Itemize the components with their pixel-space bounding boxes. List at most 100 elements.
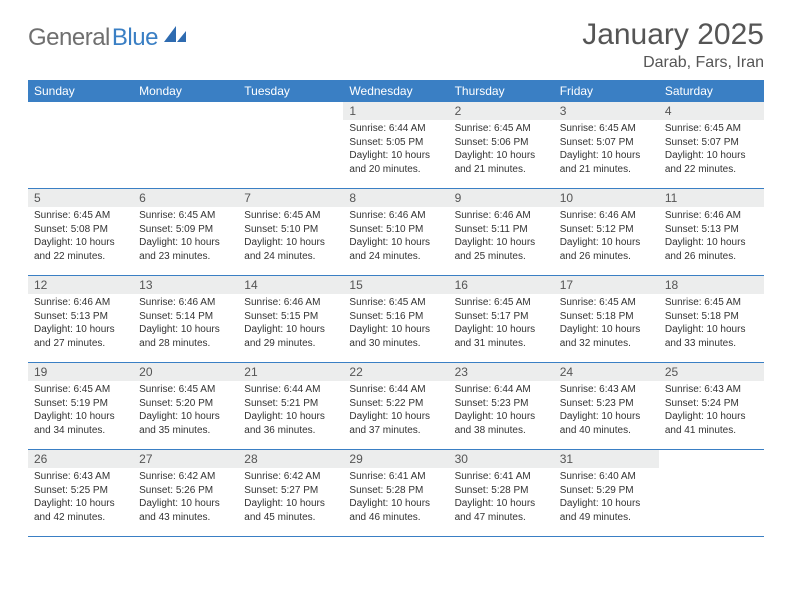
day-cell: 31Sunrise: 6:40 AMSunset: 5:29 PMDayligh… [554,450,659,536]
day-detail: Sunrise: 6:45 AMSunset: 5:07 PMDaylight:… [659,120,764,180]
day-detail: Sunrise: 6:45 AMSunset: 5:08 PMDaylight:… [28,207,133,267]
weekday-header: Friday [554,80,659,102]
day-detail: Sunrise: 6:45 AMSunset: 5:18 PMDaylight:… [659,294,764,354]
day-cell: 26Sunrise: 6:43 AMSunset: 5:25 PMDayligh… [28,450,133,536]
day-cell: 22Sunrise: 6:44 AMSunset: 5:22 PMDayligh… [343,363,448,449]
day-detail: Sunrise: 6:45 AMSunset: 5:07 PMDaylight:… [554,120,659,180]
day-number: 10 [554,189,659,207]
day-detail: Sunrise: 6:44 AMSunset: 5:21 PMDaylight:… [238,381,343,441]
day-detail: Sunrise: 6:40 AMSunset: 5:29 PMDaylight:… [554,468,659,528]
day-cell: 30Sunrise: 6:41 AMSunset: 5:28 PMDayligh… [449,450,554,536]
day-cell: 4Sunrise: 6:45 AMSunset: 5:07 PMDaylight… [659,102,764,188]
day-detail: Sunrise: 6:43 AMSunset: 5:24 PMDaylight:… [659,381,764,441]
day-cell: 25Sunrise: 6:43 AMSunset: 5:24 PMDayligh… [659,363,764,449]
title-block: January 2025 Darab, Fars, Iran [582,18,764,72]
day-number: 31 [554,450,659,468]
day-cell: 13Sunrise: 6:46 AMSunset: 5:14 PMDayligh… [133,276,238,362]
day-cell: 19Sunrise: 6:45 AMSunset: 5:19 PMDayligh… [28,363,133,449]
day-cell: 24Sunrise: 6:43 AMSunset: 5:23 PMDayligh… [554,363,659,449]
day-cell: 5Sunrise: 6:45 AMSunset: 5:08 PMDaylight… [28,189,133,275]
day-number: 2 [449,102,554,120]
day-cell: 10Sunrise: 6:46 AMSunset: 5:12 PMDayligh… [554,189,659,275]
day-number: 9 [449,189,554,207]
day-detail: Sunrise: 6:42 AMSunset: 5:26 PMDaylight:… [133,468,238,528]
day-number: 13 [133,276,238,294]
day-number: 3 [554,102,659,120]
day-cell: 27Sunrise: 6:42 AMSunset: 5:26 PMDayligh… [133,450,238,536]
day-detail: Sunrise: 6:42 AMSunset: 5:27 PMDaylight:… [238,468,343,528]
week-row: 19Sunrise: 6:45 AMSunset: 5:19 PMDayligh… [28,363,764,450]
day-number: 11 [659,189,764,207]
day-cell: 21Sunrise: 6:44 AMSunset: 5:21 PMDayligh… [238,363,343,449]
day-number: 26 [28,450,133,468]
calendar-page: General Blue January 2025 Darab, Fars, I… [0,0,792,537]
day-cell: 2Sunrise: 6:45 AMSunset: 5:06 PMDaylight… [449,102,554,188]
day-cell: 3Sunrise: 6:45 AMSunset: 5:07 PMDaylight… [554,102,659,188]
day-detail: Sunrise: 6:45 AMSunset: 5:17 PMDaylight:… [449,294,554,354]
day-detail: Sunrise: 6:45 AMSunset: 5:10 PMDaylight:… [238,207,343,267]
day-detail: Sunrise: 6:45 AMSunset: 5:06 PMDaylight:… [449,120,554,180]
day-cell [659,450,764,536]
day-detail: Sunrise: 6:41 AMSunset: 5:28 PMDaylight:… [449,468,554,528]
day-number: 28 [238,450,343,468]
day-detail: Sunrise: 6:46 AMSunset: 5:13 PMDaylight:… [659,207,764,267]
day-cell: 6Sunrise: 6:45 AMSunset: 5:09 PMDaylight… [133,189,238,275]
day-detail: Sunrise: 6:41 AMSunset: 5:28 PMDaylight:… [343,468,448,528]
day-number: 24 [554,363,659,381]
day-cell: 18Sunrise: 6:45 AMSunset: 5:18 PMDayligh… [659,276,764,362]
day-detail: Sunrise: 6:45 AMSunset: 5:18 PMDaylight:… [554,294,659,354]
day-cell: 9Sunrise: 6:46 AMSunset: 5:11 PMDaylight… [449,189,554,275]
day-cell [28,102,133,188]
day-cell [133,102,238,188]
day-number: 25 [659,363,764,381]
logo-sail-icon [162,24,188,49]
day-detail: Sunrise: 6:45 AMSunset: 5:16 PMDaylight:… [343,294,448,354]
week-row: 26Sunrise: 6:43 AMSunset: 5:25 PMDayligh… [28,450,764,537]
day-cell: 20Sunrise: 6:45 AMSunset: 5:20 PMDayligh… [133,363,238,449]
day-cell: 17Sunrise: 6:45 AMSunset: 5:18 PMDayligh… [554,276,659,362]
day-cell: 15Sunrise: 6:45 AMSunset: 5:16 PMDayligh… [343,276,448,362]
week-row: 12Sunrise: 6:46 AMSunset: 5:13 PMDayligh… [28,276,764,363]
day-number: 12 [28,276,133,294]
day-number: 29 [343,450,448,468]
day-detail: Sunrise: 6:44 AMSunset: 5:22 PMDaylight:… [343,381,448,441]
day-number: 1 [343,102,448,120]
day-number: 30 [449,450,554,468]
day-number: 7 [238,189,343,207]
day-cell: 12Sunrise: 6:46 AMSunset: 5:13 PMDayligh… [28,276,133,362]
weekday-header-row: SundayMondayTuesdayWednesdayThursdayFrid… [28,80,764,102]
day-number: 4 [659,102,764,120]
day-cell: 7Sunrise: 6:45 AMSunset: 5:10 PMDaylight… [238,189,343,275]
day-number: 6 [133,189,238,207]
weekday-header: Thursday [449,80,554,102]
day-detail: Sunrise: 6:46 AMSunset: 5:15 PMDaylight:… [238,294,343,354]
weekday-header: Tuesday [238,80,343,102]
day-cell: 8Sunrise: 6:46 AMSunset: 5:10 PMDaylight… [343,189,448,275]
day-number: 22 [343,363,448,381]
weekday-header: Monday [133,80,238,102]
day-detail: Sunrise: 6:46 AMSunset: 5:14 PMDaylight:… [133,294,238,354]
day-number: 17 [554,276,659,294]
day-detail: Sunrise: 6:45 AMSunset: 5:19 PMDaylight:… [28,381,133,441]
day-number: 23 [449,363,554,381]
day-cell: 28Sunrise: 6:42 AMSunset: 5:27 PMDayligh… [238,450,343,536]
day-cell: 14Sunrise: 6:46 AMSunset: 5:15 PMDayligh… [238,276,343,362]
header: General Blue January 2025 Darab, Fars, I… [28,18,764,72]
location: Darab, Fars, Iran [582,54,764,72]
day-cell: 1Sunrise: 6:44 AMSunset: 5:05 PMDaylight… [343,102,448,188]
calendar: SundayMondayTuesdayWednesdayThursdayFrid… [28,80,764,537]
week-row: 5Sunrise: 6:45 AMSunset: 5:08 PMDaylight… [28,189,764,276]
day-detail: Sunrise: 6:46 AMSunset: 5:11 PMDaylight:… [449,207,554,267]
day-detail: Sunrise: 6:46 AMSunset: 5:13 PMDaylight:… [28,294,133,354]
day-cell: 29Sunrise: 6:41 AMSunset: 5:28 PMDayligh… [343,450,448,536]
day-number: 20 [133,363,238,381]
day-cell: 23Sunrise: 6:44 AMSunset: 5:23 PMDayligh… [449,363,554,449]
day-number: 19 [28,363,133,381]
logo-text-blue: Blue [112,24,158,52]
day-detail: Sunrise: 6:46 AMSunset: 5:12 PMDaylight:… [554,207,659,267]
day-cell [238,102,343,188]
month-title: January 2025 [582,18,764,52]
day-number: 16 [449,276,554,294]
weekday-header: Saturday [659,80,764,102]
logo-text-general: General [28,24,110,52]
